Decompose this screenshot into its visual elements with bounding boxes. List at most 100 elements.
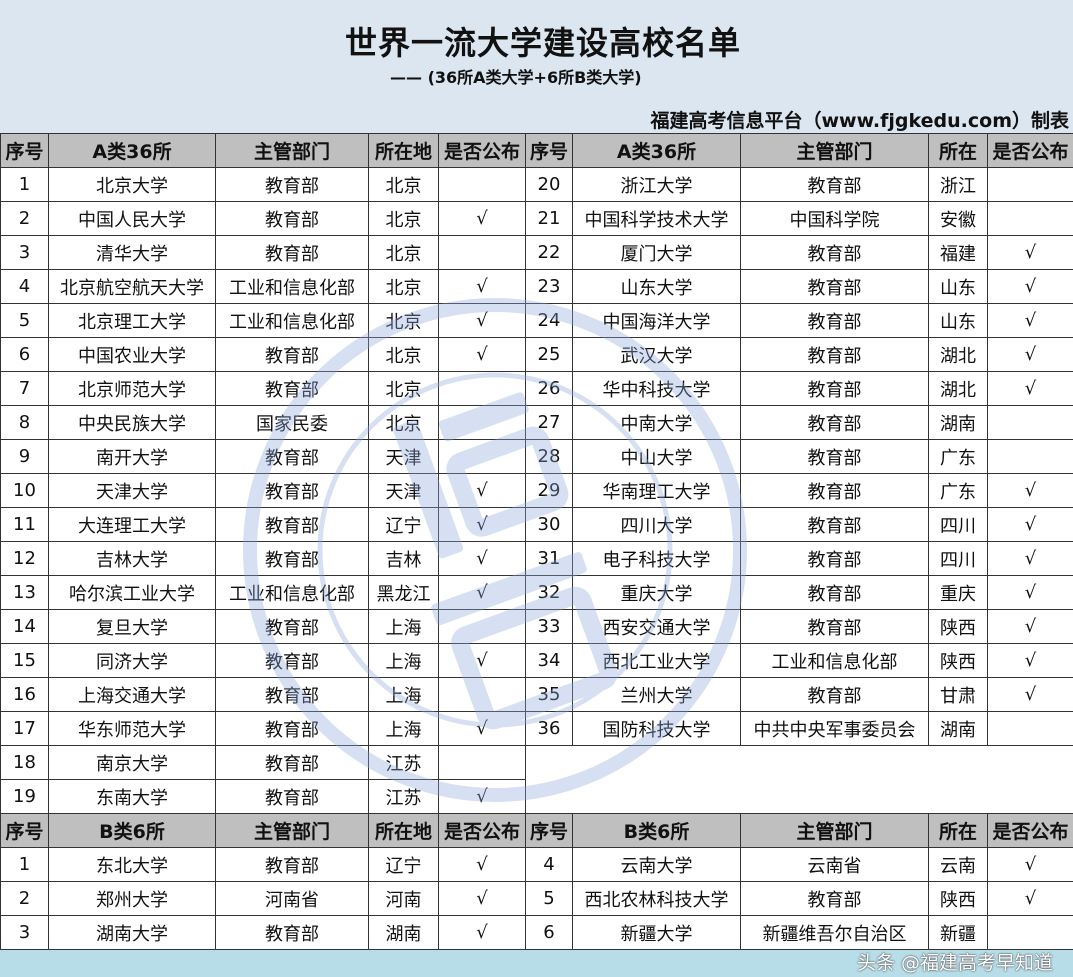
cell-location: 北京 (368, 269, 439, 304)
empty-cell (988, 780, 1073, 814)
cell-university: 东北大学 (48, 847, 216, 882)
cell-seq: 17 (0, 711, 49, 746)
cell-published: √ (438, 881, 526, 916)
cell-department: 教育部 (740, 541, 929, 576)
cell-department: 教育部 (740, 337, 929, 372)
cell-published (987, 167, 1073, 202)
table-row: 12 吉林大学 教育部 吉林 √ 31 电子科技大学 教育部 四川 √ (0, 541, 1073, 576)
cell-published: √ (987, 371, 1073, 406)
cell-location: 浙江 (928, 167, 988, 202)
cell-university: 湖南大学 (48, 915, 216, 950)
cell-department: 教育部 (215, 371, 369, 406)
cell-university: 浙江大学 (572, 167, 741, 202)
cell-university: 上海交通大学 (48, 677, 216, 712)
cell-department: 教育部 (740, 303, 929, 338)
cell-department: 工业和信息化部 (215, 269, 369, 304)
cell-department: 中国科学院 (740, 201, 929, 236)
header-department: 主管部门 (740, 813, 929, 848)
page-subtitle: —— (36所A类大学+6所B类大学) (390, 68, 642, 87)
cell-location: 四川 (928, 541, 988, 576)
cell-published (438, 677, 526, 712)
header-seq: 序号 (525, 133, 573, 168)
cell-department: 教育部 (740, 677, 929, 712)
cell-location: 新疆 (928, 915, 988, 950)
table-row: 1 北京大学 教育部 北京 20 浙江大学 教育部 浙江 (0, 167, 1073, 202)
cell-department: 教育部 (740, 439, 929, 474)
header-seq: 序号 (525, 813, 573, 848)
cell-location: 辽宁 (368, 507, 439, 542)
header-published: 是否公布 (987, 813, 1073, 848)
cell-published: √ (987, 541, 1073, 576)
cell-department: 教育部 (215, 201, 369, 236)
cell-university: 中国人民大学 (48, 201, 216, 236)
empty-cell (929, 780, 988, 814)
cell-university: 华东师范大学 (48, 711, 216, 746)
cell-university: 东南大学 (48, 779, 216, 814)
cell-published: √ (438, 575, 526, 610)
table-row: 8 中央民族大学 国家民委 北京 27 中南大学 教育部 湖南 (0, 405, 1073, 440)
cell-university: 厦门大学 (572, 235, 741, 270)
header-university: B类6所 (572, 813, 741, 848)
cell-location: 北京 (368, 167, 439, 202)
header-published: 是否公布 (438, 133, 526, 168)
cell-seq: 5 (525, 881, 573, 916)
cell-location: 辽宁 (368, 847, 439, 882)
cell-location: 北京 (368, 337, 439, 372)
cell-department: 教育部 (215, 643, 369, 678)
cell-published (987, 711, 1073, 746)
header-row-b: 序号 B类6所 主管部门 所在地 是否公布 序号 B类6所 主管部门 所在 是否公布 (0, 813, 1073, 848)
cell-university: 北京大学 (48, 167, 216, 202)
cell-published: √ (987, 575, 1073, 610)
empty-cell (741, 746, 929, 780)
cell-location: 陕西 (928, 609, 988, 644)
empty-cell (573, 746, 741, 780)
cell-published: √ (987, 609, 1073, 644)
cell-location: 湖南 (928, 405, 988, 440)
cell-university: 重庆大学 (572, 575, 741, 610)
cell-seq: 22 (525, 235, 573, 270)
cell-published: √ (987, 269, 1073, 304)
cell-department: 教育部 (740, 167, 929, 202)
cell-location: 陕西 (928, 643, 988, 678)
table-row: 19 东南大学 教育部 江苏 √ (0, 779, 1073, 814)
cell-published (438, 609, 526, 644)
cell-location: 黑龙江 (368, 575, 439, 610)
header-university: A类36所 (48, 133, 216, 168)
cell-published (438, 167, 526, 202)
empty-cell (526, 746, 573, 780)
cell-published: √ (987, 337, 1073, 372)
cell-published: √ (987, 303, 1073, 338)
header-university: B类6所 (48, 813, 216, 848)
cell-department: 云南省 (740, 847, 929, 882)
university-table: 序号 A类36所 主管部门 所在地 是否公布 序号 A类36所 主管部门 所在 是否公布 1 北京大学… (0, 133, 1073, 950)
cell-seq: 20 (525, 167, 573, 202)
cell-department: 教育部 (215, 541, 369, 576)
cell-department: 教育部 (740, 881, 929, 916)
header-location: 所在地 (368, 813, 439, 848)
cell-location: 北京 (368, 371, 439, 406)
header-location: 所在 (928, 133, 988, 168)
cell-location: 上海 (368, 677, 439, 712)
table-row: 18 南京大学 教育部 江苏 (0, 745, 1073, 780)
cell-department: 教育部 (215, 439, 369, 474)
cell-seq: 2 (0, 201, 49, 236)
cell-department: 教育部 (740, 609, 929, 644)
empty-cell (929, 746, 988, 780)
cell-department: 教育部 (740, 269, 929, 304)
cell-seq: 9 (0, 439, 49, 474)
cell-department: 教育部 (215, 711, 369, 746)
cell-published: √ (438, 541, 526, 576)
cell-location: 山东 (928, 303, 988, 338)
cell-seq: 16 (0, 677, 49, 712)
empty-cell (741, 780, 929, 814)
empty-cell (573, 780, 741, 814)
cell-published: √ (438, 711, 526, 746)
cell-department: 中共中央军事委员会 (740, 711, 929, 746)
cell-university: 天津大学 (48, 473, 216, 508)
cell-location: 上海 (368, 711, 439, 746)
cell-seq: 3 (0, 915, 49, 950)
cell-department: 教育部 (215, 235, 369, 270)
cell-university: 云南大学 (572, 847, 741, 882)
cell-location: 山东 (928, 269, 988, 304)
cell-location: 上海 (368, 643, 439, 678)
